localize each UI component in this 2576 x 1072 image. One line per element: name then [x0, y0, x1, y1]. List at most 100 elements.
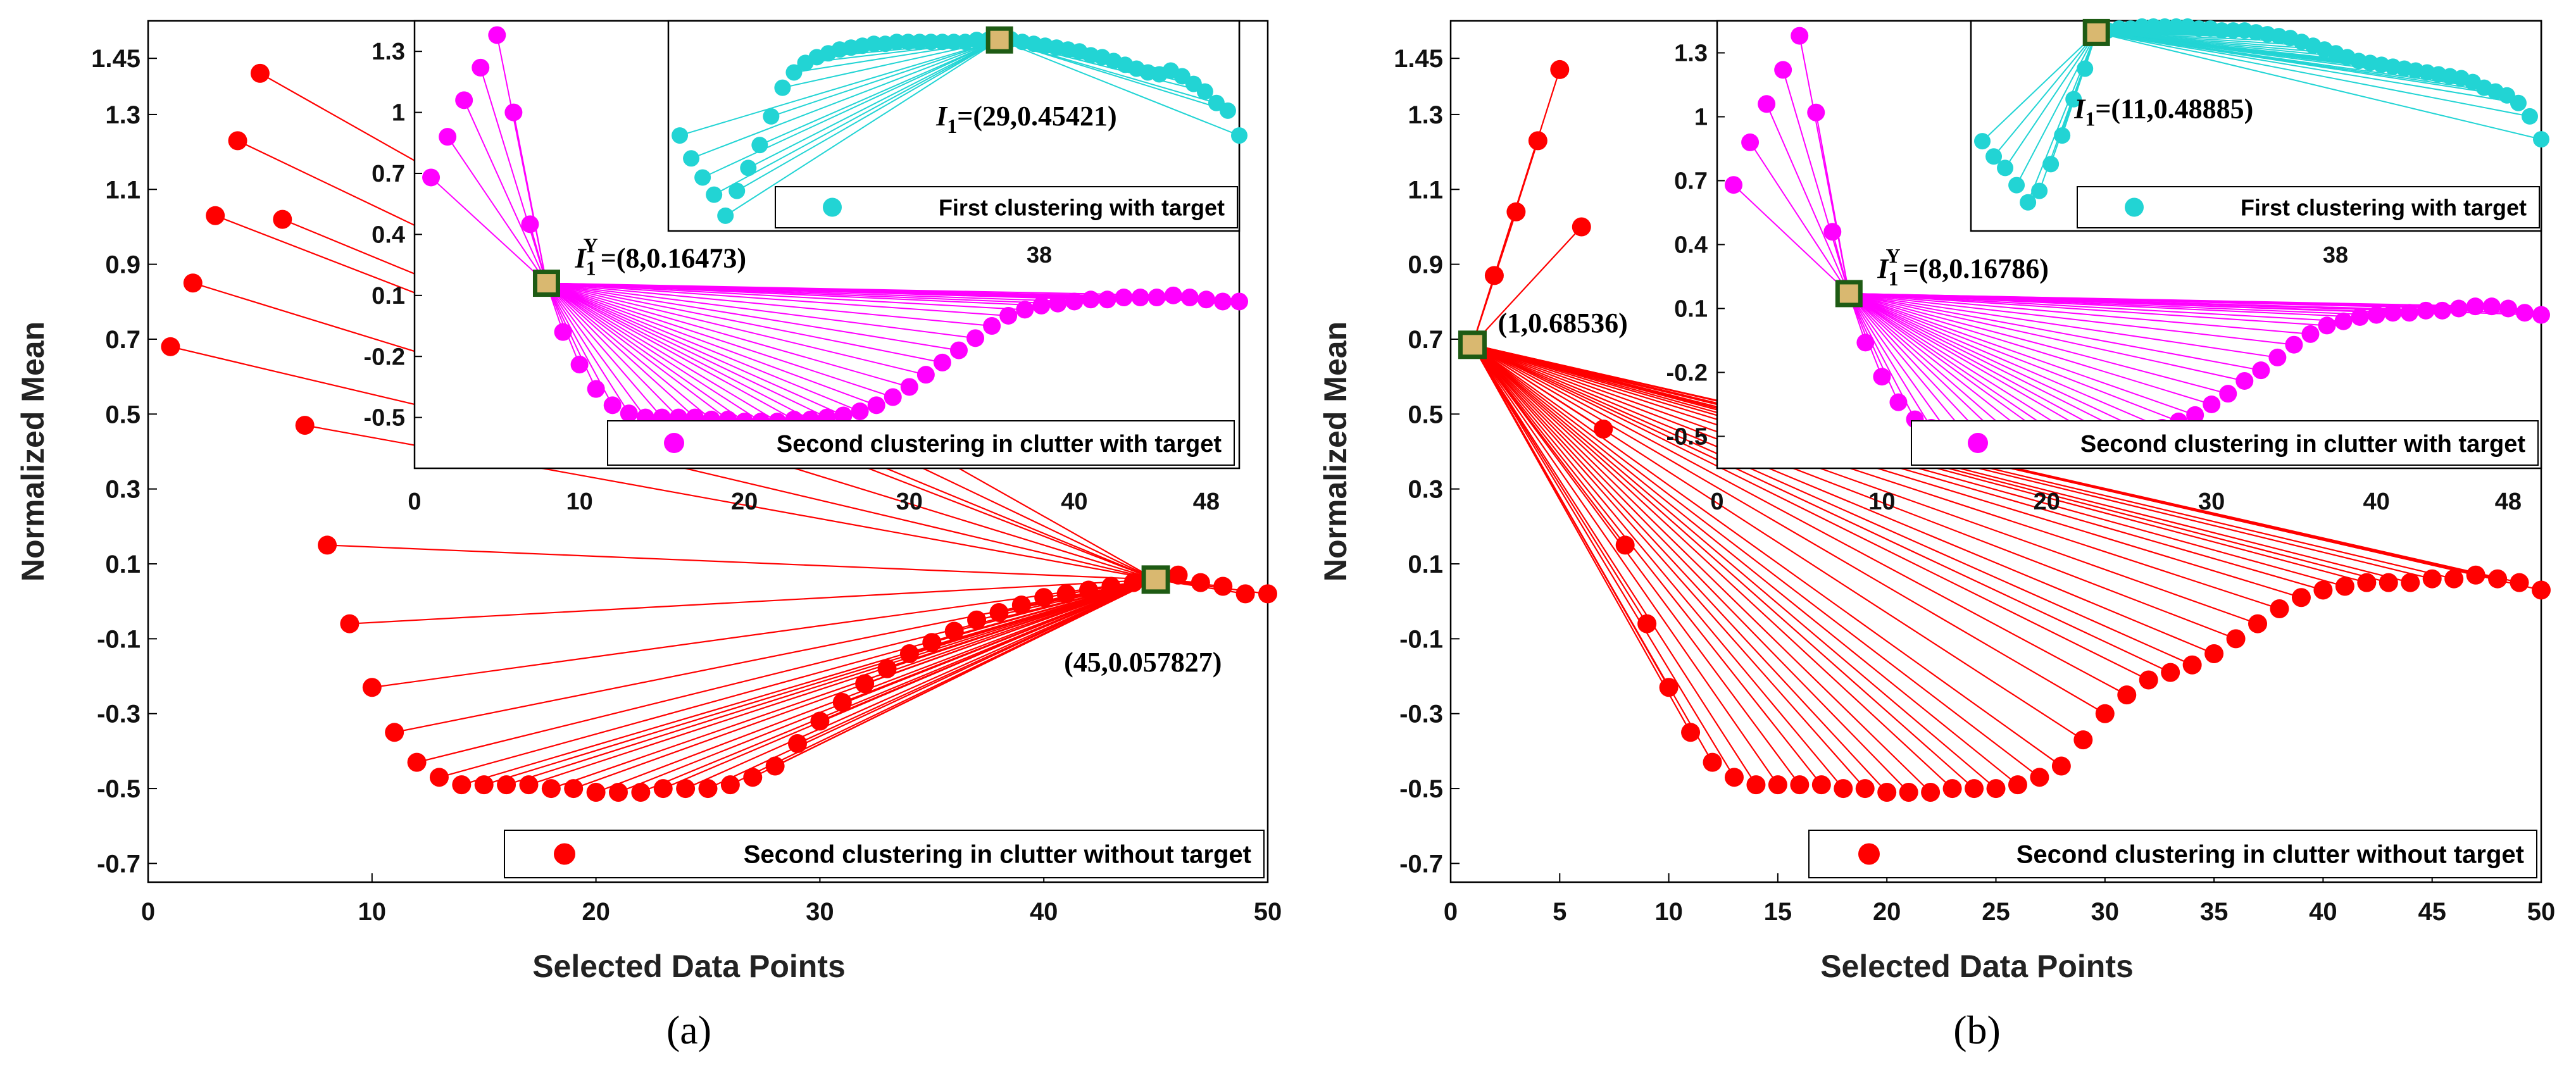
main-point — [1506, 202, 1526, 221]
inset-magenta-point — [1873, 368, 1891, 386]
main-point — [1877, 782, 1897, 802]
y-tick-label: 1.45 — [1394, 45, 1443, 73]
main-connector-line — [775, 578, 1156, 767]
main-point — [2270, 599, 2289, 619]
inset-cyan-x-note: 38 — [1027, 242, 1052, 268]
inset-y-tick-label: -0.5 — [1666, 424, 1708, 451]
inset-cyan-point — [672, 127, 689, 144]
inset-magenta-point — [1791, 27, 1809, 45]
inset-x-tick-label: 10 — [1868, 489, 1895, 515]
inset-magenta-point — [867, 396, 885, 414]
main-point — [1659, 678, 1679, 697]
inset-cyan-point — [694, 169, 711, 186]
y-tick-label: 1.45 — [91, 45, 141, 73]
inset-magenta-connector — [447, 136, 547, 284]
inset-magenta-connector — [1766, 103, 1850, 294]
y-tick-label: -0.5 — [1399, 775, 1443, 803]
inset-magenta-point — [504, 103, 523, 122]
main-connector-line — [1472, 344, 1801, 785]
inset-magenta-legend-marker — [664, 433, 684, 453]
main-connector-line — [327, 544, 1156, 580]
inset-cyan-legend-marker — [2125, 197, 2144, 217]
main-point — [519, 775, 539, 795]
main-point — [1123, 573, 1143, 592]
main-point — [2051, 756, 2071, 776]
x-tick-label: 40 — [1030, 898, 1058, 926]
main-connector-line — [1472, 344, 1997, 789]
inset-magenta-label-sup: Y — [1885, 244, 1900, 267]
inset-magenta-label-i: I — [574, 243, 587, 274]
inset-magenta-point — [422, 168, 441, 187]
panel-a: -0.7 -0.5 -0.3 -0.1 0.1 0.3 0.5 0.7 0.9 1.1 1.3 1.4… — [15, 20, 1282, 1052]
inset-cyan-point — [2168, 18, 2185, 35]
x-axis-label: Selected Data Points — [1820, 949, 2134, 984]
inset-magenta-point — [439, 128, 457, 146]
inset-magenta-connector — [1848, 293, 1949, 433]
inset-cyan-connector — [2096, 32, 2530, 117]
inset-magenta-connector — [546, 282, 992, 327]
inset-magenta-point — [2186, 406, 2204, 424]
inset-magenta-label-value: =(8,0.16786) — [1903, 253, 2049, 284]
inset-magenta-connector — [1749, 142, 1850, 294]
inset-magenta-connector — [1849, 292, 2311, 335]
x-tick-label: 30 — [806, 898, 834, 926]
inset-magenta-connector — [1848, 292, 2196, 416]
main-connector-line — [349, 578, 1156, 625]
main-connector-line — [551, 578, 1156, 790]
main-connector-line — [1472, 344, 1953, 789]
main-point — [1834, 779, 1853, 799]
inset-cyan-legend-marker — [823, 197, 842, 217]
inset-magenta-label-sub: 1 — [1888, 267, 1898, 290]
inset-magenta-point — [2499, 299, 2517, 318]
inset-magenta-connector — [546, 282, 778, 422]
inset-magenta-point — [1213, 292, 1232, 311]
inset-magenta-connector — [546, 282, 1009, 316]
inset-magenta-point — [570, 356, 589, 374]
inset-x-tick-label: 40 — [2363, 489, 2389, 515]
main-point — [429, 768, 449, 787]
inset-y-tick-label: 1.3 — [372, 39, 405, 65]
main-point — [183, 273, 203, 293]
main-point — [2226, 629, 2246, 649]
main-connector-line — [1472, 344, 1866, 789]
inset-magenta-connector — [1848, 293, 1998, 435]
inset-magenta-point — [916, 366, 935, 384]
inset-magenta-point — [2268, 348, 2287, 366]
inset-cyan-point — [1997, 159, 2014, 177]
main-point — [653, 779, 673, 799]
y-axis-label: Normalized Mean — [15, 321, 51, 582]
inset-cyan-point — [946, 34, 962, 51]
inset-cyan-point — [774, 79, 791, 96]
inset-magenta-point — [554, 323, 572, 341]
inset-cyan-point — [865, 35, 882, 53]
main-point — [1942, 779, 1962, 799]
main-connector-line — [1472, 344, 1735, 778]
inset-magenta-point — [1741, 133, 1760, 151]
y-tick-label: 0.3 — [1408, 476, 1443, 504]
inset-magenta-legend — [607, 420, 1235, 466]
inset-magenta-legend-text: Second clustering in clutter with target — [777, 431, 1222, 458]
main-connector-line — [685, 578, 1156, 790]
main-connector-line — [1472, 344, 2193, 666]
main-point — [1191, 573, 1210, 592]
main-connector-line — [1472, 344, 2236, 640]
inset-magenta-connector — [1848, 293, 2179, 422]
x-tick-label: 5 — [1553, 898, 1566, 926]
panel-label: (b) — [1953, 1007, 2001, 1052]
inset-magenta-connector — [1848, 293, 1932, 428]
inset-magenta-connector — [546, 282, 761, 422]
main-point — [2401, 573, 2420, 592]
inset-cyan-connector — [999, 39, 1229, 111]
main-connector-line — [1472, 226, 1582, 346]
main-center-label: (1,0.68536) — [1497, 308, 1627, 339]
y-tick-label: 0.7 — [1408, 326, 1443, 354]
main-point — [676, 779, 696, 799]
x-tick-label: 20 — [582, 898, 610, 926]
main-point — [877, 659, 897, 678]
inset-cyan-connector — [999, 39, 1240, 137]
main-point — [832, 692, 852, 712]
inset-magenta-point — [603, 396, 622, 414]
x-tick-label: 35 — [2200, 898, 2229, 926]
inset-cyan-connector — [771, 39, 1000, 117]
inset-magenta-label-i: I — [1877, 253, 1889, 284]
